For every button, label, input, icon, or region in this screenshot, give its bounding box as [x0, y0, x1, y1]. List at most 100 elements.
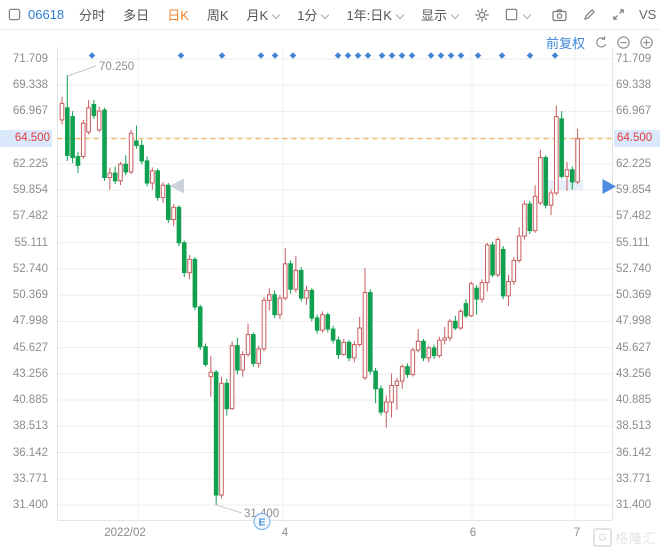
- tab-4[interactable]: 月K: [238, 5, 289, 24]
- candle[interactable]: [304, 289, 309, 299]
- candle[interactable]: [516, 235, 522, 261]
- candle[interactable]: [442, 337, 448, 341]
- candle[interactable]: [123, 163, 129, 173]
- candle[interactable]: [431, 347, 437, 357]
- tab-2[interactable]: 日K: [167, 8, 189, 23]
- candle[interactable]: [314, 317, 320, 331]
- tab-3[interactable]: 周K: [206, 8, 229, 23]
- settings-gear-icon[interactable]: [474, 7, 490, 23]
- candle[interactable]: [160, 184, 166, 198]
- candle[interactable]: [532, 195, 538, 232]
- event-diamond-marker[interactable]: [498, 52, 506, 59]
- candle[interactable]: [453, 320, 458, 329]
- stock-code[interactable]: 06618: [28, 7, 65, 22]
- candle[interactable]: [197, 306, 203, 348]
- event-diamond-marker[interactable]: [398, 52, 406, 59]
- zoom-out-icon[interactable]: [616, 35, 631, 50]
- candle[interactable]: [522, 203, 527, 237]
- candle[interactable]: [554, 116, 559, 194]
- event-diamond-marker[interactable]: [427, 52, 435, 59]
- candle[interactable]: [112, 172, 118, 182]
- candle[interactable]: [86, 107, 91, 133]
- candle[interactable]: [357, 327, 362, 346]
- candle[interactable]: [373, 370, 378, 390]
- candle[interactable]: [468, 283, 474, 317]
- candle[interactable]: [543, 157, 549, 206]
- draw-pencil-icon[interactable]: [582, 7, 597, 22]
- candle[interactable]: [415, 340, 421, 351]
- event-diamond-marker[interactable]: [271, 52, 279, 59]
- candle[interactable]: [421, 340, 426, 359]
- candle[interactable]: [256, 348, 261, 364]
- tab-5[interactable]: 1分: [288, 5, 337, 24]
- event-diamond-marker[interactable]: [551, 52, 559, 59]
- candle[interactable]: [118, 163, 123, 182]
- candle[interactable]: [495, 238, 501, 276]
- candle[interactable]: [267, 294, 272, 301]
- candle[interactable]: [559, 118, 564, 177]
- candle[interactable]: [405, 366, 410, 375]
- candle[interactable]: [479, 282, 485, 300]
- candle[interactable]: [144, 160, 150, 184]
- candle[interactable]: [500, 248, 506, 297]
- event-diamond-marker[interactable]: [364, 52, 372, 59]
- candle[interactable]: [96, 110, 102, 131]
- event-diamond-marker[interactable]: [437, 52, 445, 59]
- candle[interactable]: [538, 157, 543, 204]
- candle[interactable]: [389, 385, 394, 403]
- candle[interactable]: [564, 169, 570, 177]
- camera-screenshot-icon[interactable]: [551, 7, 568, 23]
- candle[interactable]: [176, 206, 182, 244]
- pan-right-arrow[interactable]: [602, 179, 617, 194]
- candle[interactable]: [399, 366, 405, 382]
- candle[interactable]: [192, 258, 198, 308]
- event-diamond-marker[interactable]: [177, 52, 185, 59]
- candle[interactable]: [352, 344, 357, 359]
- vs-compare-button[interactable]: VS: [638, 7, 657, 22]
- candle[interactable]: [171, 206, 176, 221]
- candle[interactable]: [150, 170, 155, 184]
- candle[interactable]: [235, 345, 240, 371]
- event-diamond-marker[interactable]: [408, 52, 416, 59]
- candle[interactable]: [282, 263, 288, 299]
- event-diamond-marker[interactable]: [388, 52, 396, 59]
- candle[interactable]: [298, 269, 304, 299]
- tab-7[interactable]: 显示: [412, 5, 467, 24]
- candle[interactable]: [65, 107, 70, 156]
- candle[interactable]: [548, 192, 554, 206]
- event-diamond-marker[interactable]: [447, 52, 455, 59]
- candle[interactable]: [511, 259, 517, 282]
- event-badge-circle[interactable]: [253, 512, 271, 531]
- candle[interactable]: [91, 103, 97, 117]
- candle[interactable]: [474, 287, 479, 300]
- candle[interactable]: [240, 354, 246, 371]
- candle[interactable]: [288, 263, 293, 290]
- candle[interactable]: [134, 140, 139, 146]
- event-diamond-marker[interactable]: [526, 52, 534, 59]
- candle[interactable]: [341, 341, 347, 356]
- candle[interactable]: [208, 371, 214, 378]
- candle[interactable]: [575, 138, 580, 183]
- candle[interactable]: [187, 258, 192, 274]
- candle[interactable]: [463, 303, 469, 317]
- candle[interactable]: [362, 292, 368, 379]
- candle[interactable]: [181, 242, 187, 274]
- candle[interactable]: [107, 172, 113, 178]
- candle[interactable]: [229, 345, 235, 410]
- zoom-in-icon[interactable]: [639, 35, 654, 50]
- candle[interactable]: [437, 339, 442, 357]
- adjustment-mode-button[interactable]: 前复权: [545, 36, 585, 51]
- event-diamond-marker[interactable]: [354, 52, 362, 59]
- tab-1[interactable]: 多日: [123, 8, 150, 23]
- candle[interactable]: [59, 102, 65, 121]
- event-diamond-marker[interactable]: [289, 52, 297, 59]
- candle[interactable]: [367, 292, 373, 372]
- event-diamond-marker[interactable]: [88, 52, 96, 59]
- candle[interactable]: [213, 371, 219, 496]
- candle[interactable]: [309, 289, 315, 319]
- event-diamond-marker[interactable]: [218, 52, 226, 59]
- candle[interactable]: [128, 132, 134, 173]
- event-diamond-marker[interactable]: [457, 52, 465, 59]
- candle[interactable]: [336, 339, 341, 356]
